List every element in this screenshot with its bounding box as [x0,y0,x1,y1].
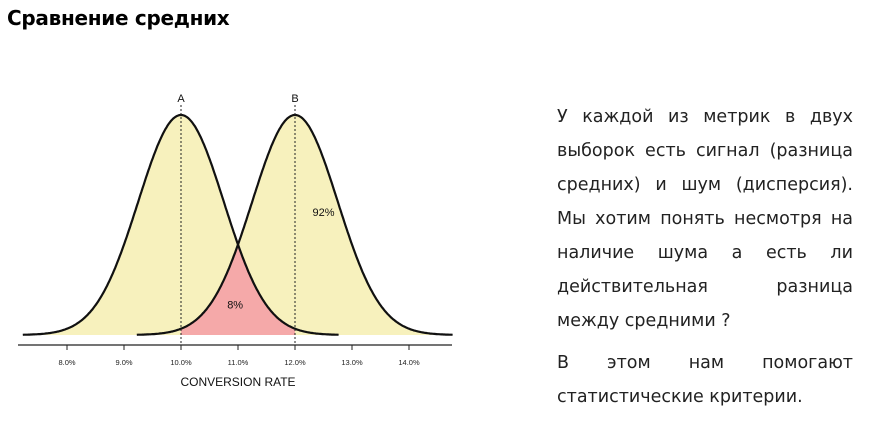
x-tick-label: 10.0% [170,358,192,367]
annotation-2: 92% [312,207,334,219]
distribution-plot: A B 8.0% 9.0% 10.0% 11.0% 12.0% 13.0% 14.0% CONVE… [18,93,453,389]
series-label-a: A [177,93,185,105]
explanation-text: У каждой из метрик в двух выборок есть с… [557,100,853,414]
comparison-chart: A B 8.0% 9.0% 10.0% 11.0% 12.0% 13.0% 14.0% CONVE… [10,85,460,395]
page-title: Сравнение средних [7,6,230,30]
x-tick-label: 12.0% [284,358,306,367]
annotation-1: 8% [227,300,243,312]
x-tick-label: 9.0% [115,358,132,367]
x-axis-label: CONVERSION RATE [180,375,295,389]
overlap-area [181,244,295,335]
paragraph-1: У каждой из метрик в двух выборок есть с… [557,107,853,331]
paragraph-2: В этом нам помогают статистические крите… [557,353,853,407]
x-tick-label: 8.0% [58,358,75,367]
x-tick-label: 14.0% [398,358,420,367]
x-tick-label: 13.0% [341,358,363,367]
x-tick-label: 11.0% [228,358,249,367]
series-label-b: B [291,93,298,105]
